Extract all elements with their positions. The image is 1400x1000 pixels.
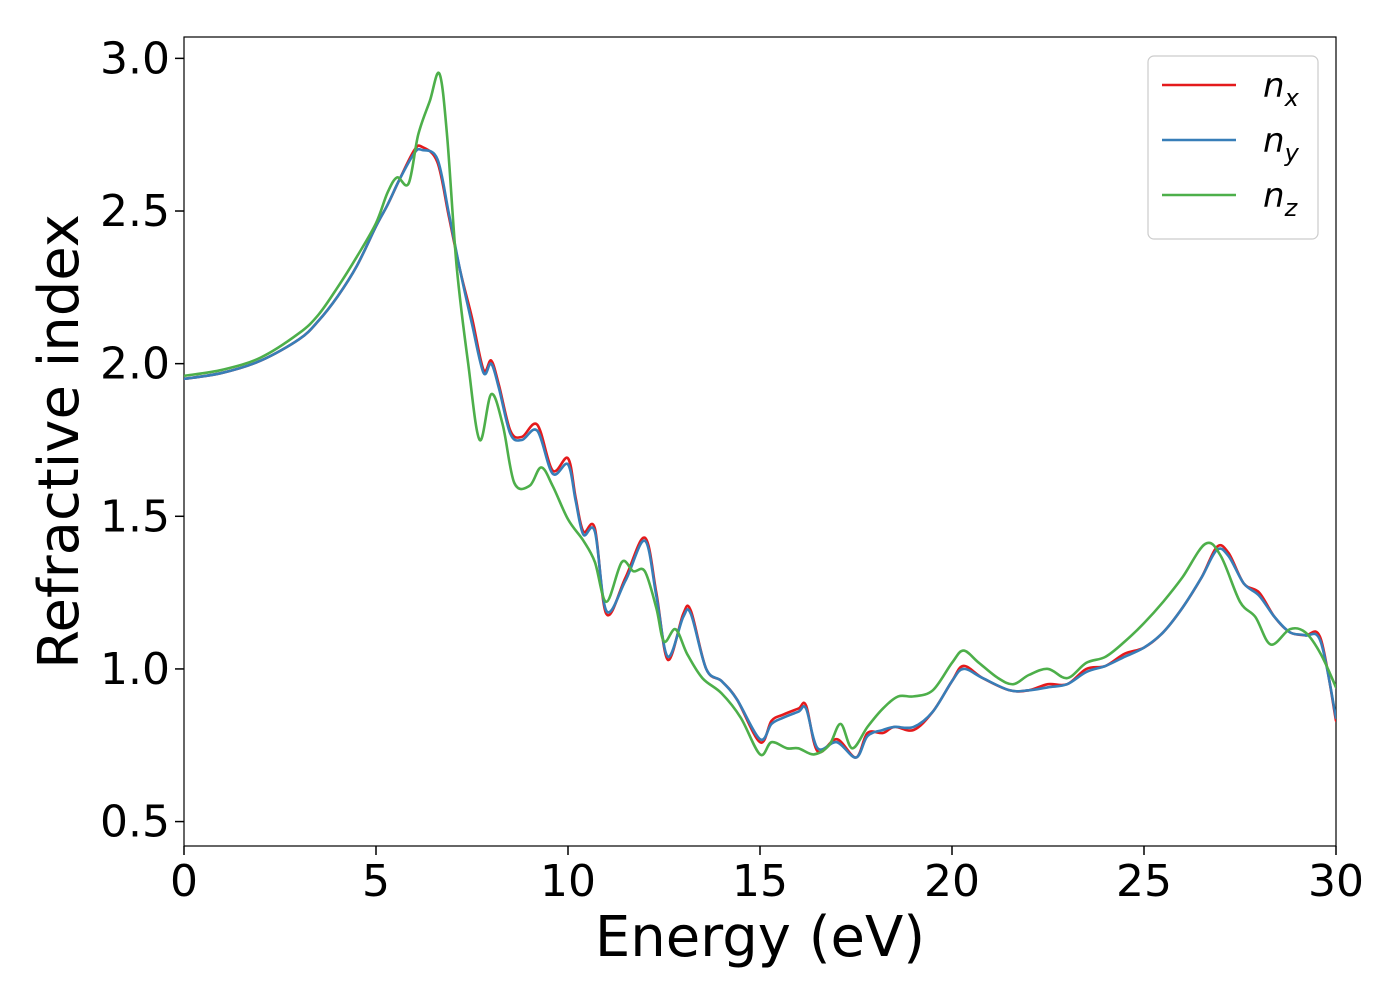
series-layer: [184, 71, 1336, 759]
y-tick-label: 3.0: [100, 33, 170, 84]
x-tick-label: 20: [924, 856, 980, 907]
legend-label-x: nx: [1263, 66, 1300, 112]
series-line-y: [184, 147, 1336, 759]
x-axis-title: Energy (eV): [595, 905, 925, 970]
legend-box: [1147, 55, 1319, 240]
y-tick-label: 2.5: [100, 186, 170, 237]
legend-label-z: nz: [1263, 176, 1299, 222]
y-tick-label: 2.0: [100, 339, 170, 390]
y-axis-title: Refractive index: [27, 214, 92, 669]
x-tick-label: 25: [1116, 856, 1172, 907]
x-tick-label: 30: [1308, 856, 1364, 907]
legend: nx ny nz: [1147, 55, 1319, 240]
series-line-z: [184, 71, 1336, 757]
x-tick-label: 0: [170, 856, 198, 907]
y-tick-label: 1.0: [100, 644, 170, 695]
y-tick-label: 1.5: [100, 491, 170, 542]
x-tick-label: 15: [732, 856, 788, 907]
y-tick-label: 0.5: [100, 797, 170, 848]
x-tick-label: 5: [362, 856, 390, 907]
x-axis-ticks: 0 5 10 15 20 25 30: [170, 846, 1364, 907]
y-axis-ticks: 0.5 1.0 1.5 2.0 2.5 3.0: [100, 33, 184, 848]
legend-label-y: ny: [1263, 121, 1300, 167]
x-tick-label: 10: [540, 856, 596, 907]
